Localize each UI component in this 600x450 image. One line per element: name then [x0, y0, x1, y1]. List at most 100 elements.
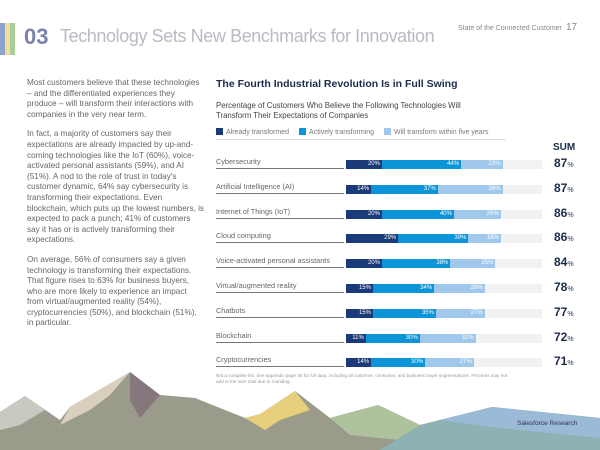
body-paragraph-2: In fact, a majority of customers say the…	[27, 129, 205, 245]
data-label: 29	[384, 235, 391, 242]
bar-segment: 20%	[346, 259, 382, 269]
sum-value: 84%	[554, 255, 574, 270]
chart-subtitle: Percentage of Customers Who Believe the …	[216, 101, 461, 120]
chart-row: Virtual/augmented reality 15% 34% 28% 78%	[216, 280, 586, 295]
chart-row: Artificial Intelligence (AI) 14% 37% 36% 87%	[216, 180, 586, 196]
legend-swatch	[299, 128, 307, 135]
bar-track: 29% 39% 18%	[346, 234, 542, 244]
sum-value: 87%	[554, 180, 574, 195]
chart-row: Cloud computing 29% 39% 18% 86%	[216, 230, 586, 245]
category-label: Artificial Intelligence (AI)	[216, 182, 344, 194]
legend-swatch	[384, 128, 391, 135]
data-label: 11	[352, 334, 359, 341]
section-stripes	[0, 23, 15, 55]
chart-row: Internet of Things (IoT) 20% 40% 26% 86%	[216, 205, 586, 221]
legend-swatch	[216, 128, 223, 135]
category-label: Chatbots	[216, 306, 344, 318]
data-label: 39	[454, 235, 462, 242]
bar-segment: 40%	[382, 209, 454, 219]
bar-segment: 20%	[346, 209, 382, 219]
data-label: 38	[436, 260, 444, 267]
bar-segment: 18%	[468, 234, 501, 244]
bar-segment: 27%	[425, 358, 474, 368]
bar-segment: 26%	[454, 209, 501, 219]
data-label: 14	[357, 359, 364, 366]
bar-segment: 35%	[373, 308, 436, 318]
sum-value: 86%	[554, 205, 574, 220]
bar-segment: 14%	[346, 184, 372, 194]
sum-header: SUM	[553, 142, 576, 153]
legend-label: Will transform within five years	[394, 129, 489, 136]
page-title: Technology Sets New Benchmarks for Innov…	[60, 26, 435, 46]
bar-track: 14% 37% 36%	[346, 184, 542, 194]
legend-item: Will transform within five years	[384, 128, 489, 136]
data-label: 27	[470, 309, 478, 316]
bar-segment: 11%	[346, 333, 366, 343]
bar-segment: 20%	[346, 160, 382, 169]
category-label: Blockchain	[216, 331, 344, 343]
chart-row: Cybersecurity 20% 44% 23% 87%	[216, 156, 586, 171]
bar-segment: 28%	[434, 284, 485, 293]
body-column: Most customers believe that these techno…	[27, 78, 205, 338]
bar-segment: 14%	[346, 358, 372, 368]
page-number: 17	[566, 22, 578, 33]
bar-track: 14% 30% 27%	[346, 358, 542, 368]
data-label: 30	[405, 334, 413, 341]
data-label: 14	[357, 185, 364, 192]
data-label: 28	[470, 285, 478, 291]
legend-item: Actively transforming	[299, 128, 374, 136]
bar-segment: 37%	[371, 184, 438, 194]
bar-track: 11% 30% 31%	[346, 333, 542, 343]
bar-track: 15% 35% 27%	[346, 308, 542, 318]
bar-segment: 29%	[346, 234, 399, 244]
data-label: 30	[411, 359, 418, 366]
category-label: Internet of Things (IoT)	[216, 207, 344, 219]
body-paragraph-3: On average, 56% of consumers say a given…	[27, 254, 197, 328]
sum-value: 86%	[554, 230, 574, 245]
bar-segment: 36%	[437, 184, 503, 194]
data-label: 15	[358, 285, 366, 291]
stripe	[10, 23, 15, 55]
data-label: 15	[358, 309, 366, 316]
bar-segment: 31%	[419, 333, 476, 343]
bar-segment: 15%	[346, 308, 373, 318]
chart-legend: Already transformed Actively transforming…	[216, 128, 506, 140]
report-name: State of the Connected Customer	[458, 25, 562, 32]
data-label: 25	[481, 260, 489, 267]
chart-row: Blockchain 11% 30% 31% 72%	[216, 330, 586, 345]
body-paragraph-1: Most customers believe that these techno…	[27, 78, 200, 119]
data-label: 18	[486, 235, 494, 242]
category-label: Cloud computing	[216, 231, 344, 244]
chart-title: The Fourth Industrial Revolution Is in F…	[216, 78, 458, 90]
chart-footnote: Not a complete list. See appendix page 4…	[216, 373, 508, 384]
data-label: 34	[420, 285, 427, 291]
data-label: 20	[367, 260, 375, 267]
bar-track: 15% 34% 28%	[346, 284, 542, 293]
brand-footer: Salesforce Research	[517, 420, 578, 427]
data-label: 20	[367, 210, 375, 217]
category-label: Cybersecurity	[216, 157, 344, 169]
data-label: 27	[459, 359, 467, 366]
bar-segment: 30%	[371, 358, 426, 368]
legend-label: Actively transforming	[309, 129, 374, 136]
sum-value: 78%	[554, 280, 574, 294]
stripe	[0, 23, 5, 55]
legend-item: Already transformed	[216, 128, 289, 136]
data-label: 44	[447, 161, 454, 167]
bar-segment: 23%	[461, 160, 503, 169]
data-label: 31	[461, 334, 469, 341]
sum-value: 87%	[554, 156, 574, 170]
stripe	[5, 23, 10, 55]
bar-segment: 30%	[365, 333, 420, 343]
data-label: 20	[367, 161, 375, 167]
chart-row: Chatbots 15% 35% 27% 77%	[216, 305, 586, 320]
bar-track: 20% 40% 26%	[346, 209, 542, 219]
legend-label: Already transformed	[226, 129, 290, 136]
data-label: 40	[439, 210, 447, 217]
section-number: 03	[24, 24, 49, 49]
bar-track: 20% 38% 25%	[346, 259, 542, 269]
bar-segment: 25%	[450, 259, 496, 269]
sum-value: 71%	[554, 354, 574, 369]
data-label: 26	[486, 210, 494, 217]
